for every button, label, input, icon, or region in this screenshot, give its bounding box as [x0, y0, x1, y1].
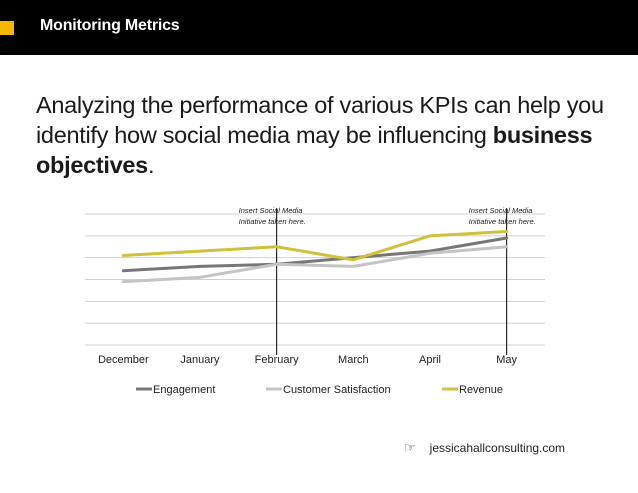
x-tick-label: February	[255, 354, 300, 366]
headline-suffix: .	[147, 152, 155, 178]
x-tick-label: April	[419, 354, 441, 366]
x-tick-label: March	[338, 354, 369, 366]
legend-label: Revenue	[459, 384, 503, 396]
accent-square	[0, 21, 14, 35]
annotation-label: Initiative taken here.	[239, 217, 306, 226]
footer: ☞ jessicahallconsulting.com	[404, 440, 565, 456]
annotation-label: Insert Social Media	[469, 206, 533, 215]
annotation-label: Insert Social Media	[239, 206, 303, 215]
x-tick-label: December	[98, 354, 149, 366]
pointing-hand-icon: ☞	[404, 440, 416, 455]
kpi-line-chart: Insert Social Media Initiative taken here…	[85, 206, 545, 396]
series-line	[121, 245, 509, 284]
headline-emphasis: business objectives	[36, 122, 593, 178]
x-tick-label: January	[180, 354, 220, 366]
legend-label: Engagement	[153, 384, 215, 396]
legend-label: Customer Satisfaction	[283, 384, 391, 396]
footer-url[interactable]: jessicahallconsulting.com	[429, 441, 566, 455]
headline-text: Analyzing the performance of various KPI…	[36, 92, 604, 148]
page-title: Monitoring Metrics	[40, 17, 180, 34]
series-line	[121, 236, 509, 273]
annotation-label: Initiative taken here.	[469, 217, 536, 226]
x-tick-label: May	[496, 354, 517, 366]
title-bar: Monitoring Metrics	[0, 0, 638, 55]
headline: Analyzing the performance of various KPI…	[36, 90, 616, 180]
series-line	[121, 229, 509, 262]
